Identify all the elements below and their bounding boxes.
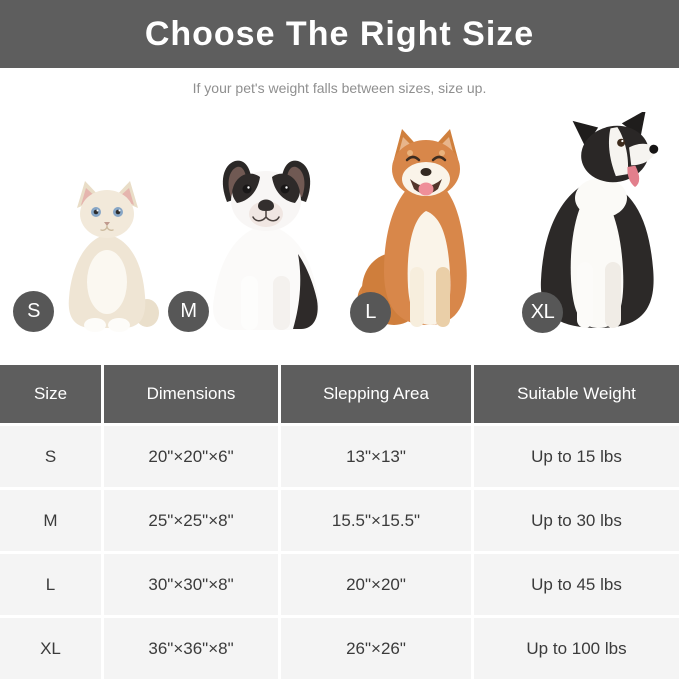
row-l-dimensions: 30"×30"×8"	[104, 554, 278, 615]
size-badge-l: L	[350, 292, 391, 333]
border-collie-illustration	[540, 112, 659, 328]
row-xl-weight: Up to 100 lbs	[474, 618, 679, 679]
french-bulldog-illustration	[213, 160, 319, 330]
row-s-dimensions: 20"×20"×6"	[104, 426, 278, 487]
kitten-illustration	[68, 181, 159, 332]
kitten-photo	[55, 178, 160, 333]
row-m-sleeping: 15.5"×15.5"	[281, 490, 471, 551]
page-title: Choose The Right Size	[144, 14, 535, 53]
row-m-weight: Up to 30 lbs	[474, 490, 679, 551]
row-s-weight: Up to 15 lbs	[474, 426, 679, 487]
row-m-size: M	[0, 490, 101, 551]
size-badge-m: M	[168, 291, 209, 332]
row-l-size: L	[0, 554, 101, 615]
size-badge-xl: XL	[522, 292, 563, 333]
row-s-size: S	[0, 426, 101, 487]
column-header-suitable-weight: Suitable Weight	[474, 365, 679, 423]
border-collie-photo	[515, 112, 677, 334]
row-m-dimensions: 25"×25"×8"	[104, 490, 278, 551]
french-bulldog-photo	[199, 158, 334, 336]
sizing-note: If your pet's weight falls between sizes…	[192, 80, 487, 96]
row-l-weight: Up to 45 lbs	[474, 554, 679, 615]
size-table: Size Dimensions Slepping Area Suitable W…	[0, 365, 679, 679]
column-header-dimensions: Dimensions	[104, 365, 278, 423]
size-badge-s: S	[13, 291, 54, 332]
header-band: Choose The Right Size	[0, 0, 679, 68]
row-xl-size: XL	[0, 618, 101, 679]
column-header-size: Size	[0, 365, 101, 423]
column-header-sleeping-area: Slepping Area	[281, 365, 471, 423]
row-s-sleeping: 13"×13"	[281, 426, 471, 487]
row-xl-dimensions: 36"×36"×8"	[104, 618, 278, 679]
row-l-sleeping: 20"×20"	[281, 554, 471, 615]
row-xl-sleeping: 26"×26"	[281, 618, 471, 679]
